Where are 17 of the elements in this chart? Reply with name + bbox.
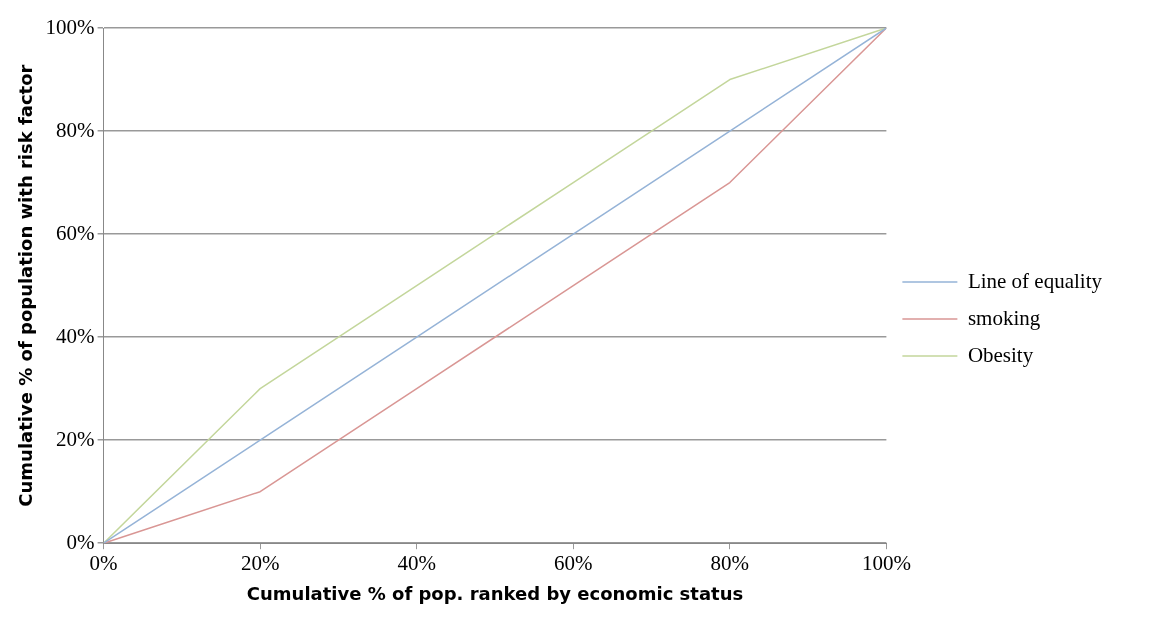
y-axis-title: Cumulative % of population with risk factor [15, 64, 37, 507]
y-tick-label: 40% [56, 323, 95, 348]
y-tick-label: 80% [56, 117, 95, 142]
legend-label: smoking [967, 305, 1041, 330]
y-tick-label: 20% [56, 426, 95, 451]
x-tick-label: 80% [710, 551, 750, 576]
x-tick-label: 40% [397, 551, 436, 576]
x-tick-label: 0% [89, 551, 118, 576]
x-tick-label: 20% [240, 551, 280, 576]
y-tick-label: 100% [45, 14, 95, 39]
legend-label: Line of equality [967, 268, 1103, 293]
y-tick-label: 0% [66, 529, 95, 554]
legend-label: Obesity [967, 342, 1034, 367]
x-axis-title: Cumulative % of pop. ranked by economic status [246, 582, 744, 604]
y-tick-label: 60% [56, 220, 95, 245]
x-tick-label: 60% [554, 551, 593, 576]
x-tick-label: 100% [861, 551, 911, 576]
